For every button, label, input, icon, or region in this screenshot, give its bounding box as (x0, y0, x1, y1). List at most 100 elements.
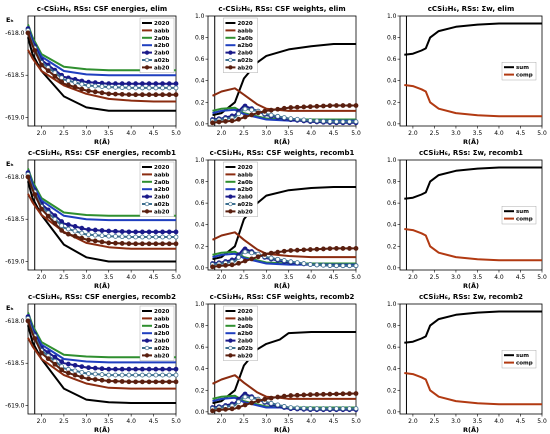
series-marker-a02b (294, 116, 300, 122)
series-marker-a02b (347, 263, 352, 269)
series-marker-ab20 (275, 249, 281, 255)
x-tick-label: 5.0 (537, 418, 547, 425)
series-marker-ab20 (59, 79, 65, 85)
legend-label: 2a0b (154, 180, 169, 186)
y-tick-label: 0.8 (387, 179, 397, 186)
y-tick-label: 1.0 (387, 13, 397, 20)
series-marker-ab20 (262, 252, 268, 257)
series-marker-a02b (314, 406, 320, 412)
chart-title: c-CSi₂H₆, RSs: CSF energies, elim (37, 5, 167, 13)
series-marker-a02b (320, 262, 326, 268)
series-line-sum (404, 166, 542, 200)
series-marker-2ab0 (160, 229, 165, 235)
series-marker-a02b (92, 371, 98, 377)
x-tick-label: 4.0 (306, 130, 316, 137)
y-tick-label: 0.0 (195, 121, 205, 128)
series-marker-ab20 (72, 84, 78, 90)
series-marker-2ab0 (119, 81, 125, 87)
series-marker-ab20 (25, 174, 31, 180)
y-tick-label: 0.6 (387, 200, 397, 207)
chart-title: c-CSi₂H₆, RSs: CSF energies, recomb1 (28, 149, 176, 157)
series-marker-a02b (314, 262, 320, 268)
series-marker-a02b (288, 259, 294, 265)
series-marker-ab20 (86, 237, 91, 243)
x-axis-label: R(Å) (94, 137, 110, 146)
series-marker-a02b (133, 85, 139, 91)
series-marker-ab20 (255, 110, 261, 116)
series-marker-2ab0 (173, 81, 179, 87)
plot-frame (399, 15, 543, 127)
series-line-sum (404, 22, 542, 56)
chart-title: cCSi₂H₆, RSs: Σw, recomb2 (419, 293, 523, 301)
series-marker-ab20 (223, 118, 228, 124)
plot-frame (207, 15, 357, 127)
series-marker-ab20 (99, 239, 105, 245)
y-tick-label: 1.0 (195, 13, 205, 20)
chart-title: c-CSi₂H₆, RSs: CSF weights, recomb2 (210, 293, 355, 301)
x-tick-label: 5.0 (171, 274, 181, 281)
series-line-2020 (27, 36, 176, 112)
series-marker-2ab0 (153, 366, 159, 372)
series-marker-ab20 (281, 248, 287, 254)
series-marker-a02b (249, 395, 255, 401)
series-marker-ab20 (307, 392, 313, 398)
series-marker-2ab0 (113, 228, 118, 234)
series-marker-ab20 (216, 119, 222, 125)
series-marker-ab20 (340, 246, 346, 251)
y-tick-label: -619.0 (5, 115, 25, 122)
series-marker-ab20 (25, 30, 31, 36)
legend-label: 2020 (237, 309, 252, 315)
legend-label: aabb (237, 28, 252, 34)
y-tick-label: -618.5 (5, 216, 25, 223)
series-marker-ab20 (275, 106, 281, 112)
series-marker-2ab0 (59, 359, 65, 365)
series-marker-a02b (86, 232, 91, 238)
legend-label: aabb (154, 28, 169, 34)
x-tick-label: 4.0 (126, 130, 136, 137)
legend-marker (144, 345, 150, 351)
plot-frame (207, 303, 357, 415)
y-tick-label: 0.8 (387, 35, 397, 42)
series-marker-2ab0 (139, 229, 145, 235)
x-tick-label: 2.0 (408, 130, 418, 137)
legend-label: sum (516, 209, 529, 215)
series-marker-ab20 (86, 376, 91, 382)
series-marker-2ab0 (86, 227, 91, 232)
series-marker-a02b (92, 232, 98, 238)
series-marker-a02b (79, 230, 85, 236)
legend-marker (144, 50, 150, 55)
x-tick-label: 4.0 (126, 274, 136, 281)
series-marker-a02b (79, 369, 85, 375)
series-marker-2ab0 (99, 366, 105, 372)
legend-marker (144, 201, 150, 207)
series-marker-ab20 (353, 391, 359, 396)
series-marker-ab20 (249, 256, 255, 262)
y-tick-label: -618.5 (5, 360, 25, 367)
series-marker-ab20 (353, 246, 359, 251)
legend-label: a2b0 (154, 331, 169, 337)
series-marker-2ab0 (126, 229, 132, 235)
series-marker-2ab0 (133, 366, 139, 372)
legend-label: sum (516, 65, 529, 71)
legend-label: ab20 (237, 353, 252, 359)
x-tick-label: 2.5 (430, 130, 440, 137)
series-marker-a02b (275, 402, 281, 408)
series-marker-ab20 (210, 264, 215, 270)
series-marker-2ab0 (99, 228, 105, 233)
series-marker-2ab0 (126, 366, 132, 372)
series-marker-2ab0 (166, 229, 172, 235)
series-marker-a02b (236, 111, 241, 117)
series-marker-ab20 (153, 92, 159, 98)
legend-label: comp (516, 73, 533, 79)
chart-panel: c-CSi₂H₆, RSs: CSF energies, recomb1 2.0 2… (5, 149, 181, 290)
series-marker-ab20 (113, 91, 118, 97)
series-marker-a02b (281, 258, 287, 263)
legend: sum comp (501, 62, 537, 81)
series-marker-ab20 (119, 241, 125, 246)
series-marker-2ab0 (113, 366, 118, 372)
series-marker-ab20 (139, 241, 145, 247)
series-marker-ab20 (160, 241, 165, 247)
series-marker-ab20 (347, 391, 352, 397)
series-marker-a02b (288, 405, 294, 411)
